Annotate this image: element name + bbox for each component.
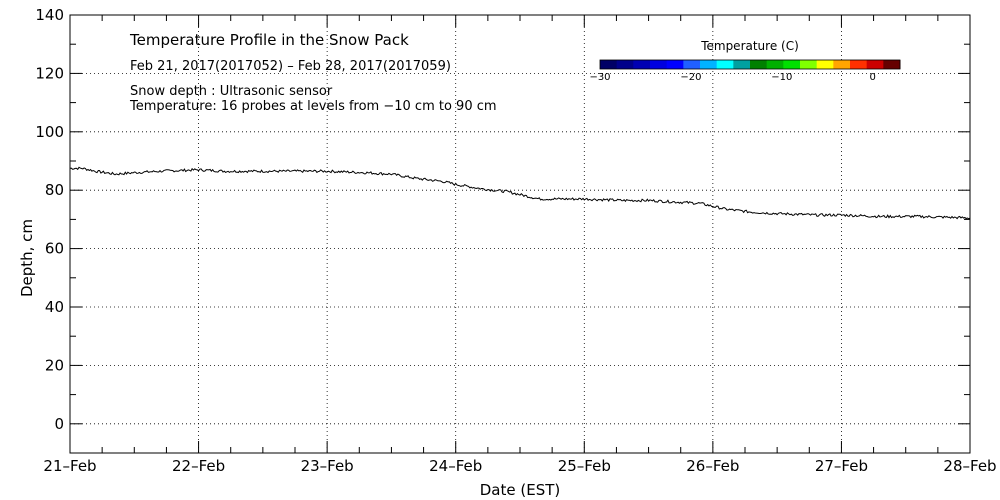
y-axis-title: Depth, cm (18, 219, 36, 297)
colorbar-segment (833, 60, 851, 69)
snow-depth-line (69, 166, 971, 220)
colorbar-title: Temperature (C) (700, 39, 799, 53)
y-tick-label: 60 (45, 240, 64, 258)
date-range-label: Feb 21, 2017(2017052) – Feb 28, 2017(201… (130, 59, 451, 74)
colorbar-segment (783, 60, 801, 69)
y-tick-label: 140 (35, 6, 64, 24)
colorbar-segment (616, 60, 634, 69)
grid-layer (70, 15, 970, 453)
chart-title: Temperature Profile in the Snow Pack (129, 31, 409, 49)
colorbar-tick-label: −30 (589, 72, 610, 83)
x-tick-label: 21–Feb (43, 457, 96, 475)
colorbar-segment (700, 60, 718, 69)
y-tick-label: 0 (54, 415, 64, 433)
x-tick-label: 26–Feb (686, 457, 739, 475)
colorbar-segment (866, 60, 884, 69)
x-tick-label: 23–Feb (301, 457, 354, 475)
plot-frame (69, 14, 971, 454)
colorbar-segment (683, 60, 701, 69)
y-tick-label: 100 (35, 123, 64, 141)
x-tick-label: 27–Feb (815, 457, 868, 475)
x-tick-label: 25–Feb (558, 457, 611, 475)
colorbar-segment (666, 60, 684, 69)
colorbar-segment (816, 60, 834, 69)
colorbar-frame (599, 59, 901, 70)
colorbar-segment (800, 60, 818, 69)
colorbar-segment (733, 60, 751, 69)
colorbar-segment (633, 60, 651, 69)
colorbar-tick-label: 0 (870, 72, 876, 83)
x-tick-label: 24–Feb (429, 457, 482, 475)
snow-depth-note: Snow depth : Ultrasonic sensor (130, 84, 333, 99)
colorbar-tick-label: −20 (680, 72, 701, 83)
x-axis-title: Date (EST) (480, 481, 561, 499)
colorbar-segment (850, 60, 868, 69)
colorbar-segment (716, 60, 734, 69)
series-layer (69, 166, 971, 220)
colorbar-segment (650, 60, 668, 69)
y-tick-label: 20 (45, 356, 64, 374)
colorbar-segment (766, 60, 784, 69)
y-tick-label: 120 (35, 64, 64, 82)
colorbar: −30 −20 −10 0 (589, 59, 901, 83)
temperature-note: Temperature: 16 probes at levels from −1… (129, 99, 497, 114)
y-tick-label: 40 (45, 298, 64, 316)
x-tick-label: 22–Feb (172, 457, 225, 475)
axis-layer: 21–Feb 22–Feb 23–Feb 24–Feb 25–Feb 26–Feb 27–F… (35, 6, 996, 475)
y-tick-label: 80 (45, 181, 64, 199)
colorbar-segment (750, 60, 768, 69)
colorbar-segment (883, 60, 901, 69)
colorbar-tick-label: −10 (771, 72, 792, 83)
colorbar-segment (600, 60, 618, 69)
x-tick-label: 28–Feb (943, 457, 996, 475)
